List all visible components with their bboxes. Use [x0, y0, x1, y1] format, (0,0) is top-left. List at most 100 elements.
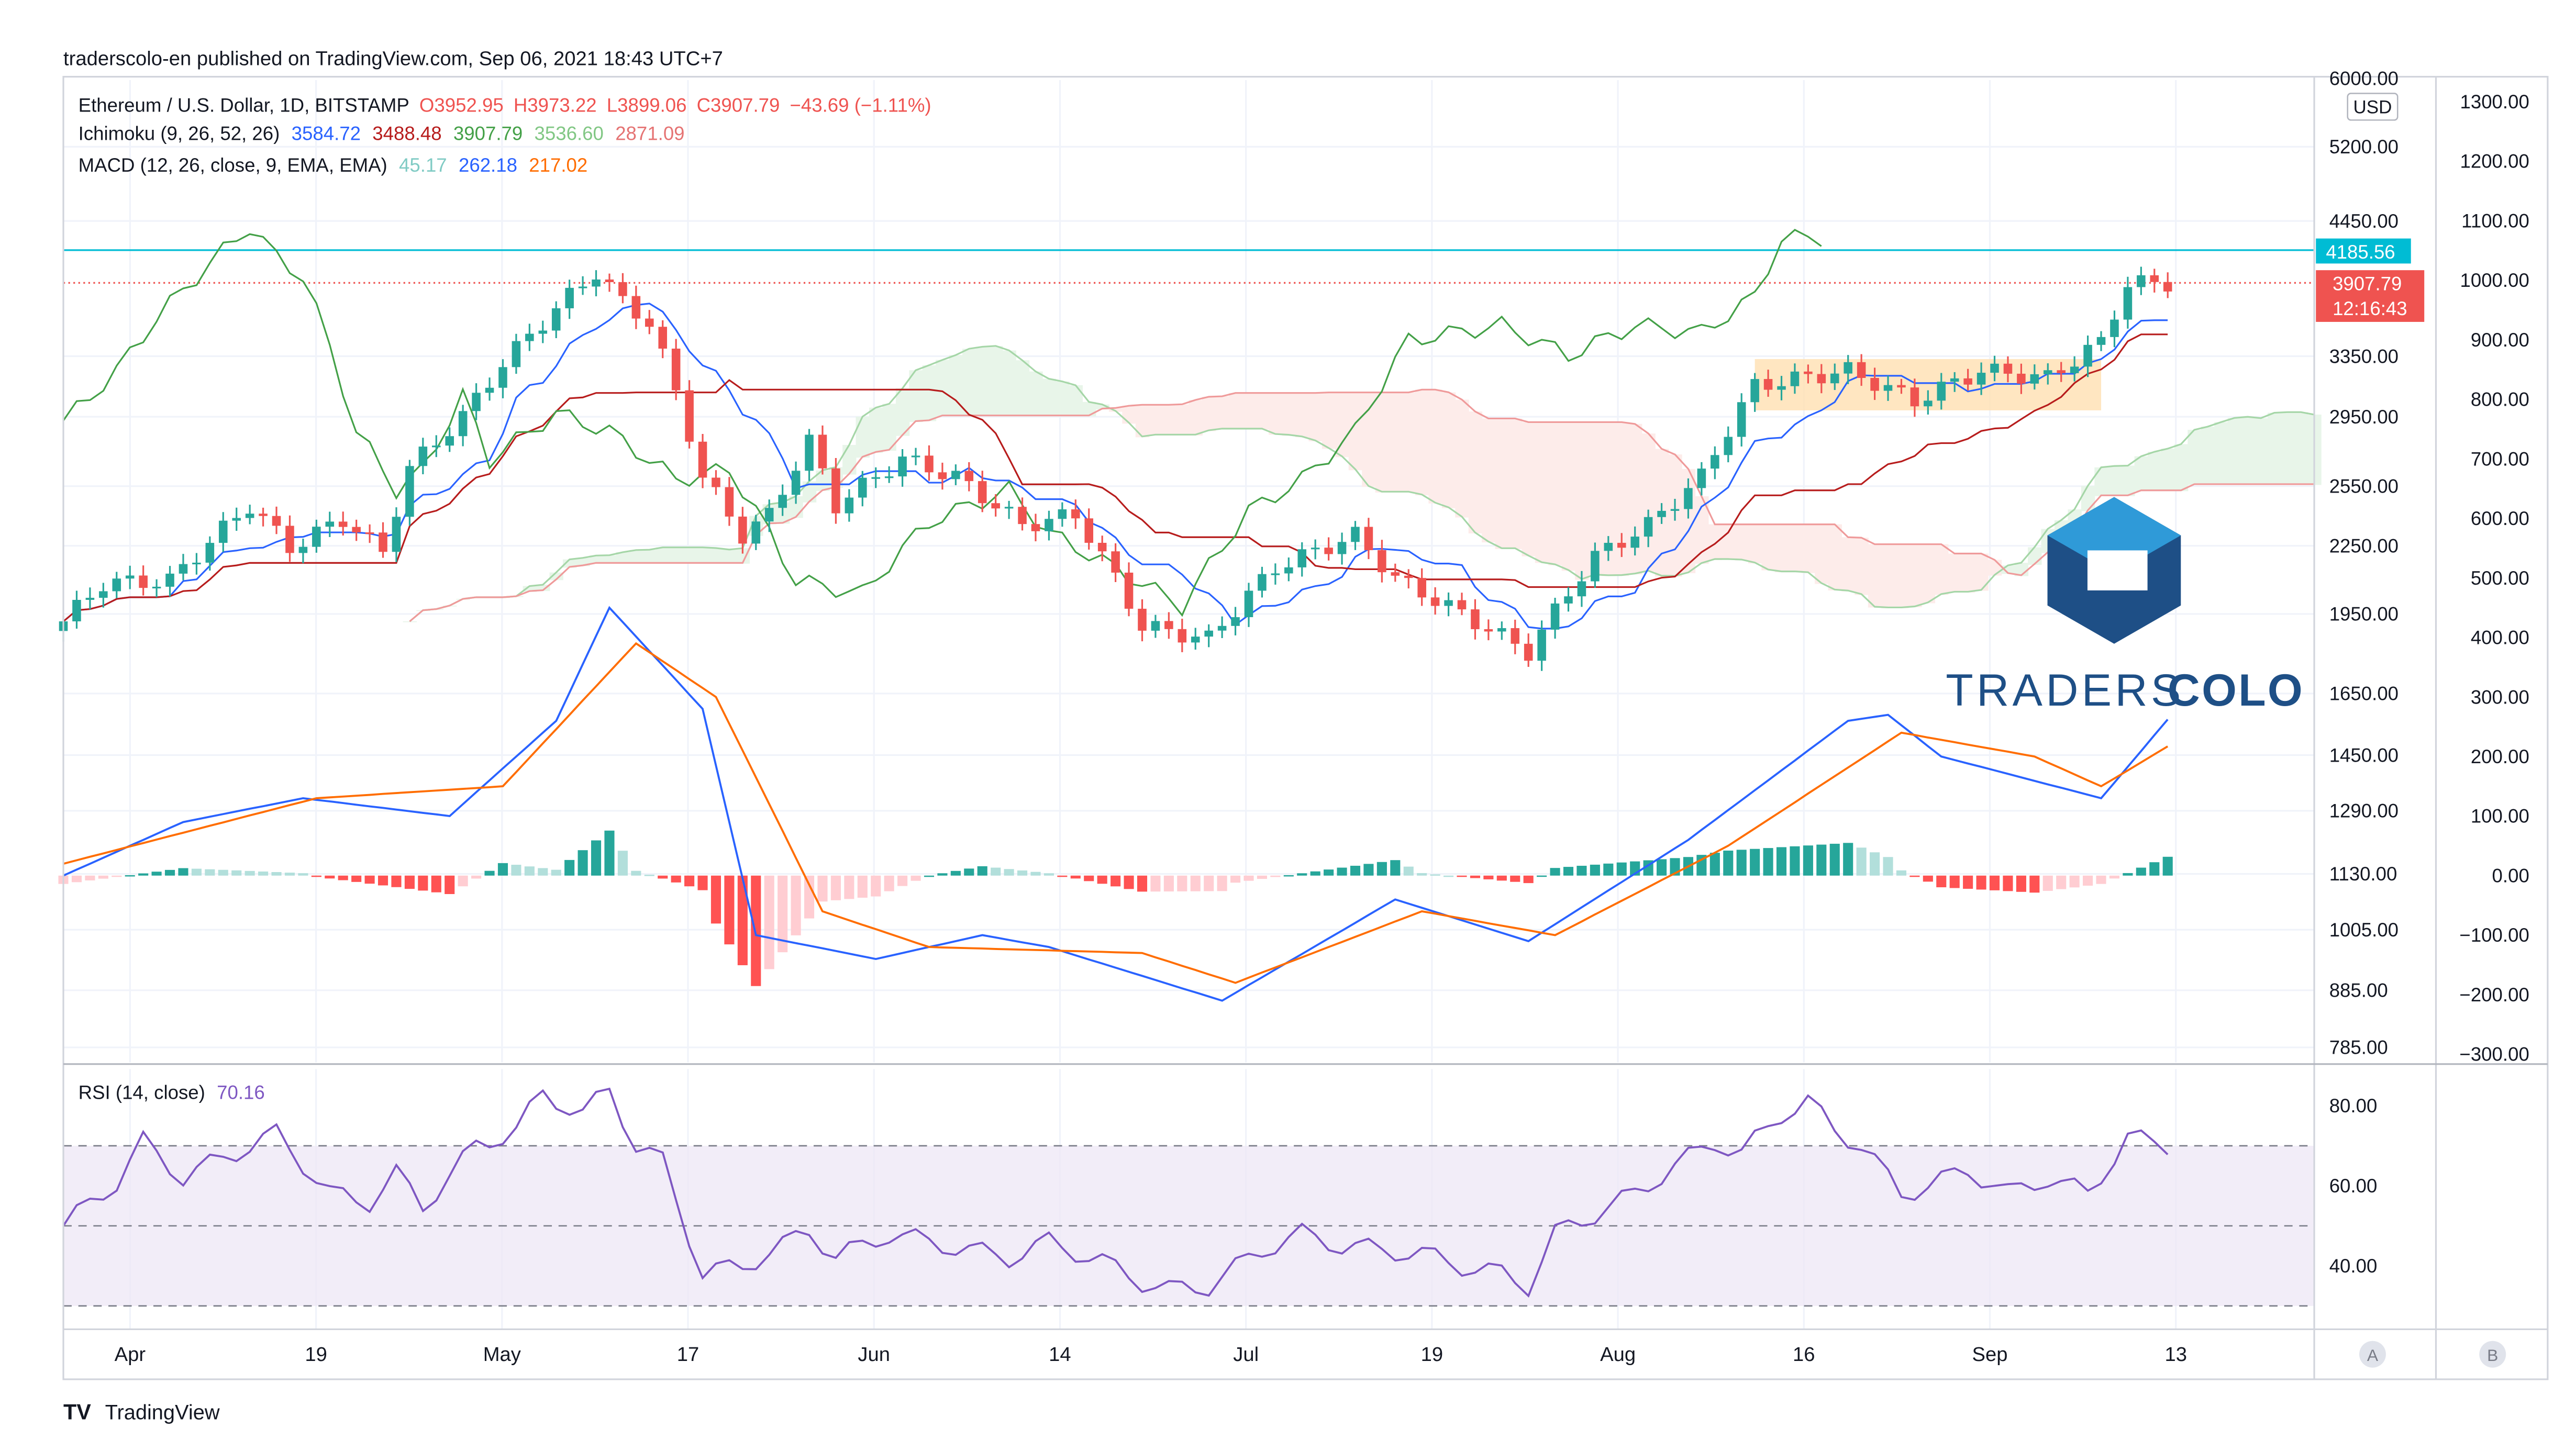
cloud-segment [2281, 412, 2295, 485]
price-tick-label: 1290.00 [2329, 800, 2399, 822]
candle-body [1457, 600, 1467, 610]
macd-histogram-bar [1776, 847, 1787, 876]
macd-tick-label: 400.00 [2471, 627, 2529, 649]
macd-histogram-bar [112, 875, 122, 877]
legend-ichimoku-kijun: 3488.48 [372, 123, 441, 144]
cloud-segment [1335, 392, 1349, 457]
cloud-segment [1641, 433, 1656, 572]
candle-body [512, 341, 521, 367]
macd-histogram-bar [125, 875, 135, 877]
senkou-span-a-line [409, 345, 2315, 622]
candle-body [751, 521, 761, 544]
price-tick-label: 4450.00 [2329, 210, 2399, 232]
candle-body [1471, 609, 1480, 629]
candle-body [1324, 548, 1333, 554]
macd-histogram-bar [245, 870, 255, 876]
macd-histogram-bar [458, 875, 468, 887]
candle-body [392, 517, 401, 552]
macd-histogram-bar [1616, 862, 1627, 876]
candle-body [2003, 363, 2013, 374]
candle-body [1684, 488, 1693, 509]
candle-body [1910, 387, 1919, 407]
cloud-segment [1761, 524, 1775, 571]
cloud-segment [989, 345, 1003, 417]
candle-body [631, 296, 641, 319]
legend-macd-value: 262.18 [459, 154, 517, 176]
macd-histogram-bar [1537, 875, 1547, 877]
cloud-segment [1189, 400, 1203, 436]
time-tick-label: 13 [2164, 1343, 2187, 1366]
candle-body [1004, 507, 1014, 509]
macd-histogram-bar [857, 875, 868, 898]
candle-body [645, 318, 654, 327]
rsi-line [62, 1087, 2169, 1298]
resistance-price-tag [2316, 238, 2411, 264]
candle-body [1657, 510, 1666, 517]
cloud-segment [2148, 452, 2162, 492]
macd-histogram-bar [364, 875, 375, 884]
macd-histogram-bar [658, 875, 668, 879]
candle-body [1711, 455, 1719, 469]
macd-histogram-bar [1430, 874, 1440, 876]
candle-body [272, 516, 281, 526]
candle-body [2043, 370, 2052, 374]
cloud-segment [2081, 486, 2095, 511]
macd-histogram-bar [2003, 875, 2013, 891]
candle-body [365, 532, 374, 534]
axis-auto-button[interactable] [2359, 1341, 2386, 1368]
macd-histogram-bar [551, 869, 561, 876]
macd-tick-label: 500.00 [2471, 567, 2529, 589]
macd-histogram-bar [1163, 875, 1174, 892]
candle-body [1670, 509, 1680, 511]
macd-histogram-bar [871, 875, 881, 897]
candle-body [2163, 282, 2172, 292]
macd-histogram-bar [1790, 846, 1800, 876]
cloud-segment [1948, 553, 1962, 593]
candle-body [1204, 630, 1213, 637]
price-tick-label: 2950.00 [2329, 406, 2399, 428]
macd-histogram-bar [1230, 875, 1241, 883]
axis-b-button[interactable] [2479, 1341, 2506, 1368]
macd-histogram-bar [1510, 875, 1520, 882]
axis-b-label: B [2487, 1346, 2498, 1365]
macd-histogram-bar [151, 872, 162, 876]
macd-histogram-bar [1843, 843, 1853, 876]
candle-body [445, 436, 454, 446]
macd-histogram-bar [511, 865, 521, 876]
macd-histogram-bar [258, 871, 269, 876]
chart-border [62, 75, 2549, 1380]
candle-countdown: 12:16:43 [2333, 298, 2407, 319]
cloud-segment [1056, 381, 1070, 417]
cloud-segment [2028, 547, 2042, 565]
cloud-segment [523, 586, 537, 592]
macd-histogram-bar [2029, 875, 2040, 893]
macd-histogram-bar [1883, 857, 1893, 876]
cloud-segment [1455, 399, 1469, 518]
cloud-segment [1069, 385, 1083, 417]
candle-body [778, 495, 787, 508]
macd-histogram-bar [991, 867, 1001, 876]
candle-body [1804, 371, 1813, 374]
candle-body [1378, 550, 1386, 573]
macd-tick-label: 100.00 [2471, 806, 2529, 827]
macd-histogram-bar [1030, 872, 1041, 876]
macd-histogram-bar [2149, 862, 2160, 876]
macd-histogram-bar [1963, 875, 1973, 889]
macd-histogram-bar [844, 875, 854, 899]
macd-histogram-bar [1870, 852, 1880, 876]
time-tick-label: 19 [1421, 1343, 1444, 1366]
macd-histogram-bar [1923, 875, 1933, 882]
macd-histogram-bar [1150, 875, 1161, 892]
candle-body [698, 441, 707, 478]
price-tick-label: 785.00 [2329, 1037, 2388, 1058]
time-tick-label: Apr [115, 1343, 146, 1366]
candle-body [112, 578, 121, 591]
candle-body [125, 575, 135, 579]
candle-body [1417, 578, 1426, 598]
tradingview-brand[interactable]: TV TradingView [63, 1400, 220, 1424]
price-tick-label: 3350.00 [2329, 345, 2399, 367]
macd-histogram-bar [1976, 875, 1986, 890]
cloud-segment [1042, 378, 1057, 417]
cloud-segment [2107, 466, 2122, 496]
candle-body [325, 521, 335, 527]
